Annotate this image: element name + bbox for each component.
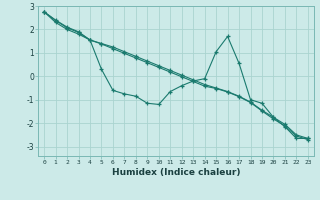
X-axis label: Humidex (Indice chaleur): Humidex (Indice chaleur) xyxy=(112,168,240,177)
